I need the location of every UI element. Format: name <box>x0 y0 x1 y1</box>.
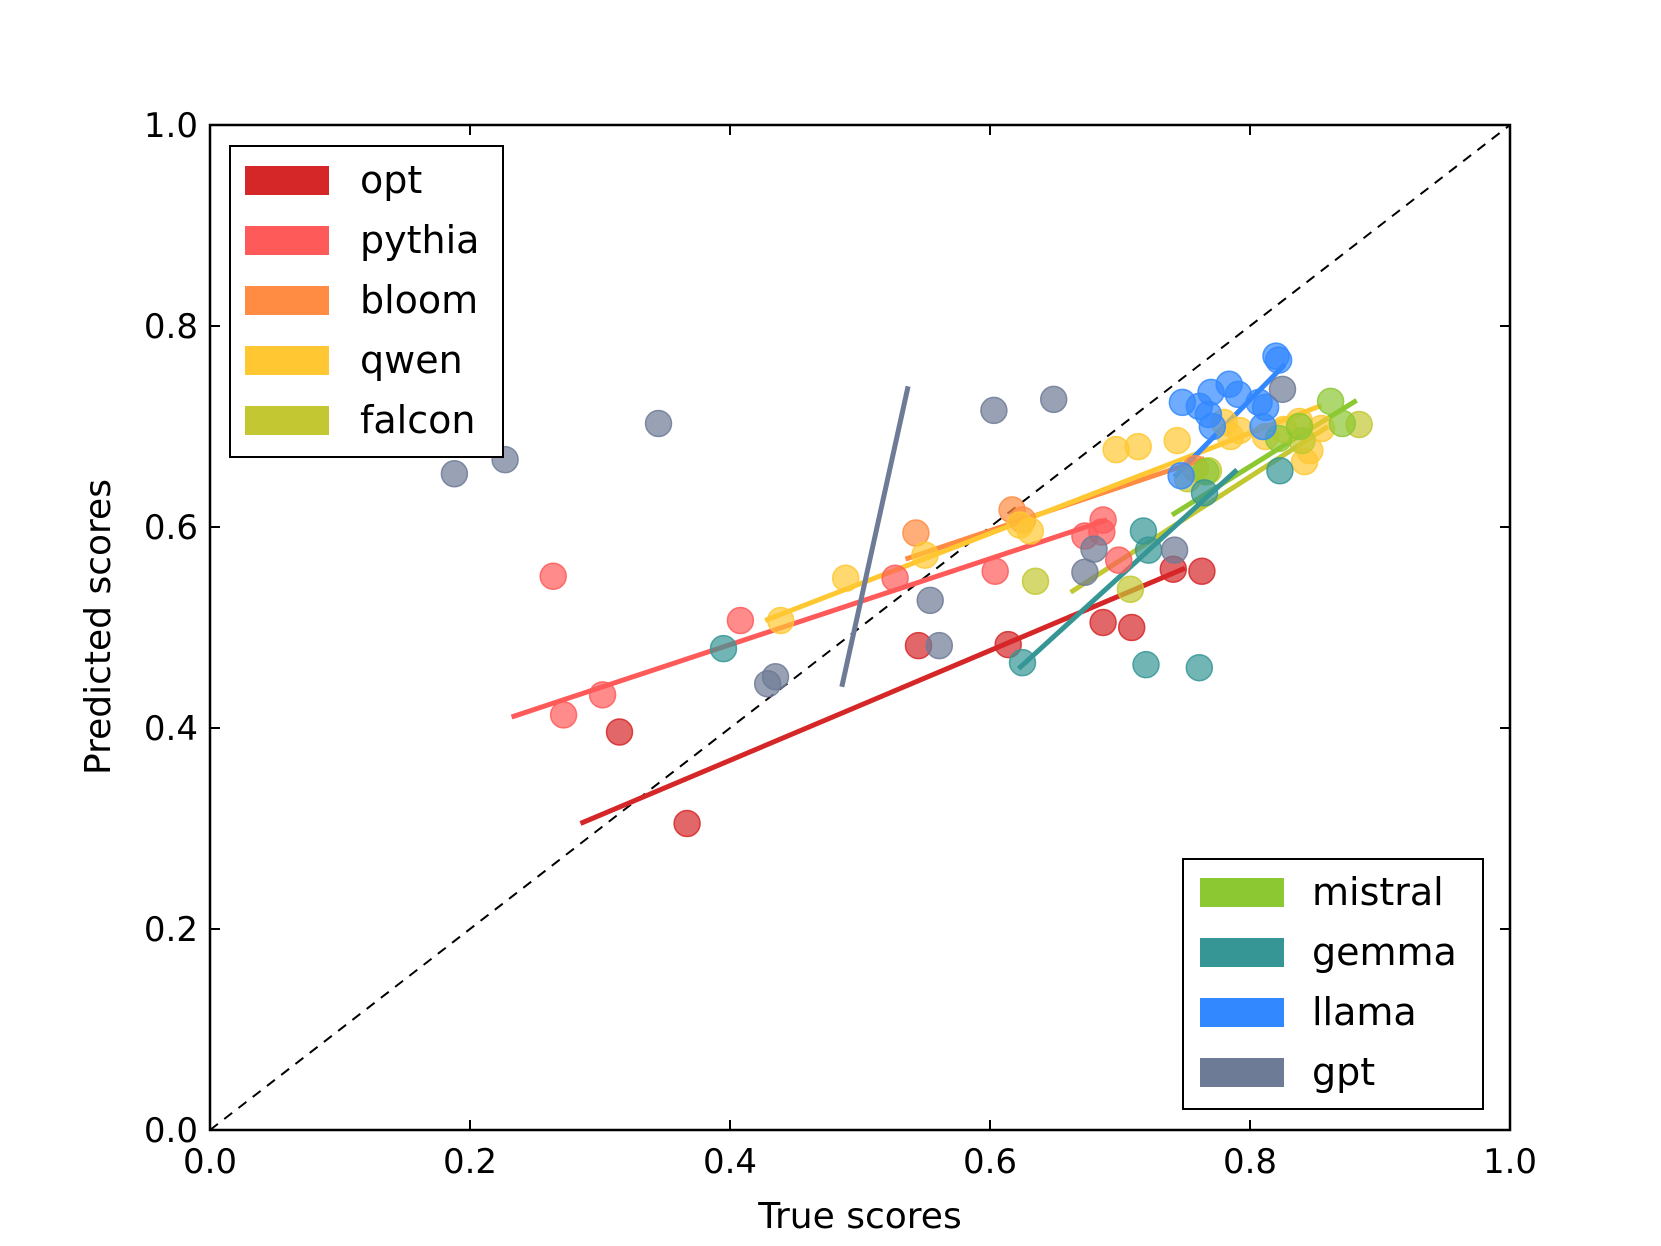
point-opt <box>1188 557 1216 585</box>
legend-label-falcon: falcon <box>360 398 475 442</box>
point-mistral <box>1328 409 1357 438</box>
reference-line-layer <box>209 124 1511 1131</box>
y-tick-label: 0.8 <box>144 307 198 347</box>
x-tick-label: 0.2 <box>443 1142 497 1182</box>
legend-label-qwen: qwen <box>360 338 463 382</box>
point-opt <box>605 718 634 746</box>
point-qwen <box>766 606 795 635</box>
x-tick-label: 0.8 <box>1223 1142 1277 1182</box>
point-pythia <box>981 557 1009 585</box>
point-pythia <box>1104 546 1133 574</box>
legend-swatch-mistral <box>1200 878 1284 907</box>
point-pythia <box>588 681 617 709</box>
point-pythia <box>549 701 578 729</box>
point-gpt <box>440 459 469 488</box>
point-gemma <box>1266 456 1294 485</box>
identity-reference-line <box>209 124 1511 1131</box>
y-tick-label: 0.0 <box>144 1111 198 1151</box>
legend-label-llama: llama <box>1312 990 1417 1034</box>
point-gemma <box>1190 479 1219 507</box>
legend-swatch-pythia <box>245 226 329 255</box>
point-gemma <box>1134 536 1163 564</box>
point-gpt <box>980 396 1008 425</box>
point-gemma <box>1185 653 1214 682</box>
legend-swatch-llama <box>1200 998 1284 1027</box>
point-opt <box>673 809 701 838</box>
point-gpt <box>761 662 790 691</box>
data-points-layer <box>440 342 1373 838</box>
legend-label-gpt: gpt <box>1312 1050 1375 1094</box>
point-gpt <box>1160 536 1189 564</box>
point-gpt <box>1071 558 1099 586</box>
legend-swatch-bloom <box>245 286 329 315</box>
y-tick-label: 0.4 <box>144 709 198 749</box>
ticks-layer: 0.0 0.2 0.4 0.6 0.8 1.0 0.0 0.2 0.4 0.6 0.8 1.0 <box>144 106 1537 1182</box>
legend-label-bloom: bloom <box>360 278 478 322</box>
point-llama <box>1251 393 1280 422</box>
point-gpt <box>1080 535 1108 563</box>
point-pythia <box>881 564 909 593</box>
point-qwen <box>911 541 939 569</box>
point-pythia <box>539 562 567 590</box>
x-tick-label: 0.6 <box>963 1142 1017 1182</box>
point-pythia <box>726 606 755 635</box>
point-gpt <box>1268 375 1297 404</box>
y-tick-label: 1.0 <box>144 106 198 146</box>
point-mistral <box>1285 412 1314 441</box>
plot-frame <box>208 123 1512 1132</box>
legend-swatch-gemma <box>1200 938 1284 967</box>
point-gpt <box>925 631 954 660</box>
point-qwen <box>831 564 860 593</box>
point-falcon <box>1116 575 1145 604</box>
legend-swatch-gpt <box>1200 1058 1284 1087</box>
y-tick-label: 0.6 <box>144 508 198 548</box>
x-tick-label: 0.0 <box>183 1142 237 1182</box>
point-gemma <box>1008 648 1037 677</box>
point-falcon <box>1021 567 1050 596</box>
legend-swatch-qwen <box>245 346 329 375</box>
point-gemma <box>1132 650 1160 679</box>
legend-bottom-right: mistral gemma llama gpt <box>1182 858 1484 1110</box>
y-tick-label: 0.2 <box>144 910 198 950</box>
point-qwen <box>1163 426 1191 455</box>
point-gemma <box>709 634 738 663</box>
legend-swatch-falcon <box>245 406 329 435</box>
point-mistral <box>1316 387 1345 416</box>
point-gpt <box>644 409 673 438</box>
x-tick-label: 0.4 <box>703 1142 757 1182</box>
y-axis-label: Predicted scores <box>78 479 119 775</box>
point-gpt <box>1039 385 1068 414</box>
point-qwen <box>1124 432 1152 461</box>
legend-label-pythia: pythia <box>360 218 479 262</box>
legend-swatch-opt <box>245 166 329 195</box>
x-axis-label: True scores <box>757 1196 961 1237</box>
point-gpt <box>916 586 944 615</box>
legend-top-left: opt pythia bloom qwen falcon <box>229 145 504 458</box>
legend-label-opt: opt <box>360 158 422 202</box>
x-tick-label: 1.0 <box>1483 1142 1537 1182</box>
legend-label-mistral: mistral <box>1312 870 1444 914</box>
point-llama <box>1167 461 1195 490</box>
point-llama <box>1264 346 1293 374</box>
legend-label-gemma: gemma <box>1312 930 1457 974</box>
point-opt <box>994 630 1022 659</box>
point-qwen <box>1016 517 1045 545</box>
point-opt <box>1089 608 1117 637</box>
point-opt <box>1117 613 1146 642</box>
fit-line-gpt <box>839 385 911 688</box>
point-qwen <box>1225 416 1254 445</box>
point-llama <box>1198 412 1227 441</box>
